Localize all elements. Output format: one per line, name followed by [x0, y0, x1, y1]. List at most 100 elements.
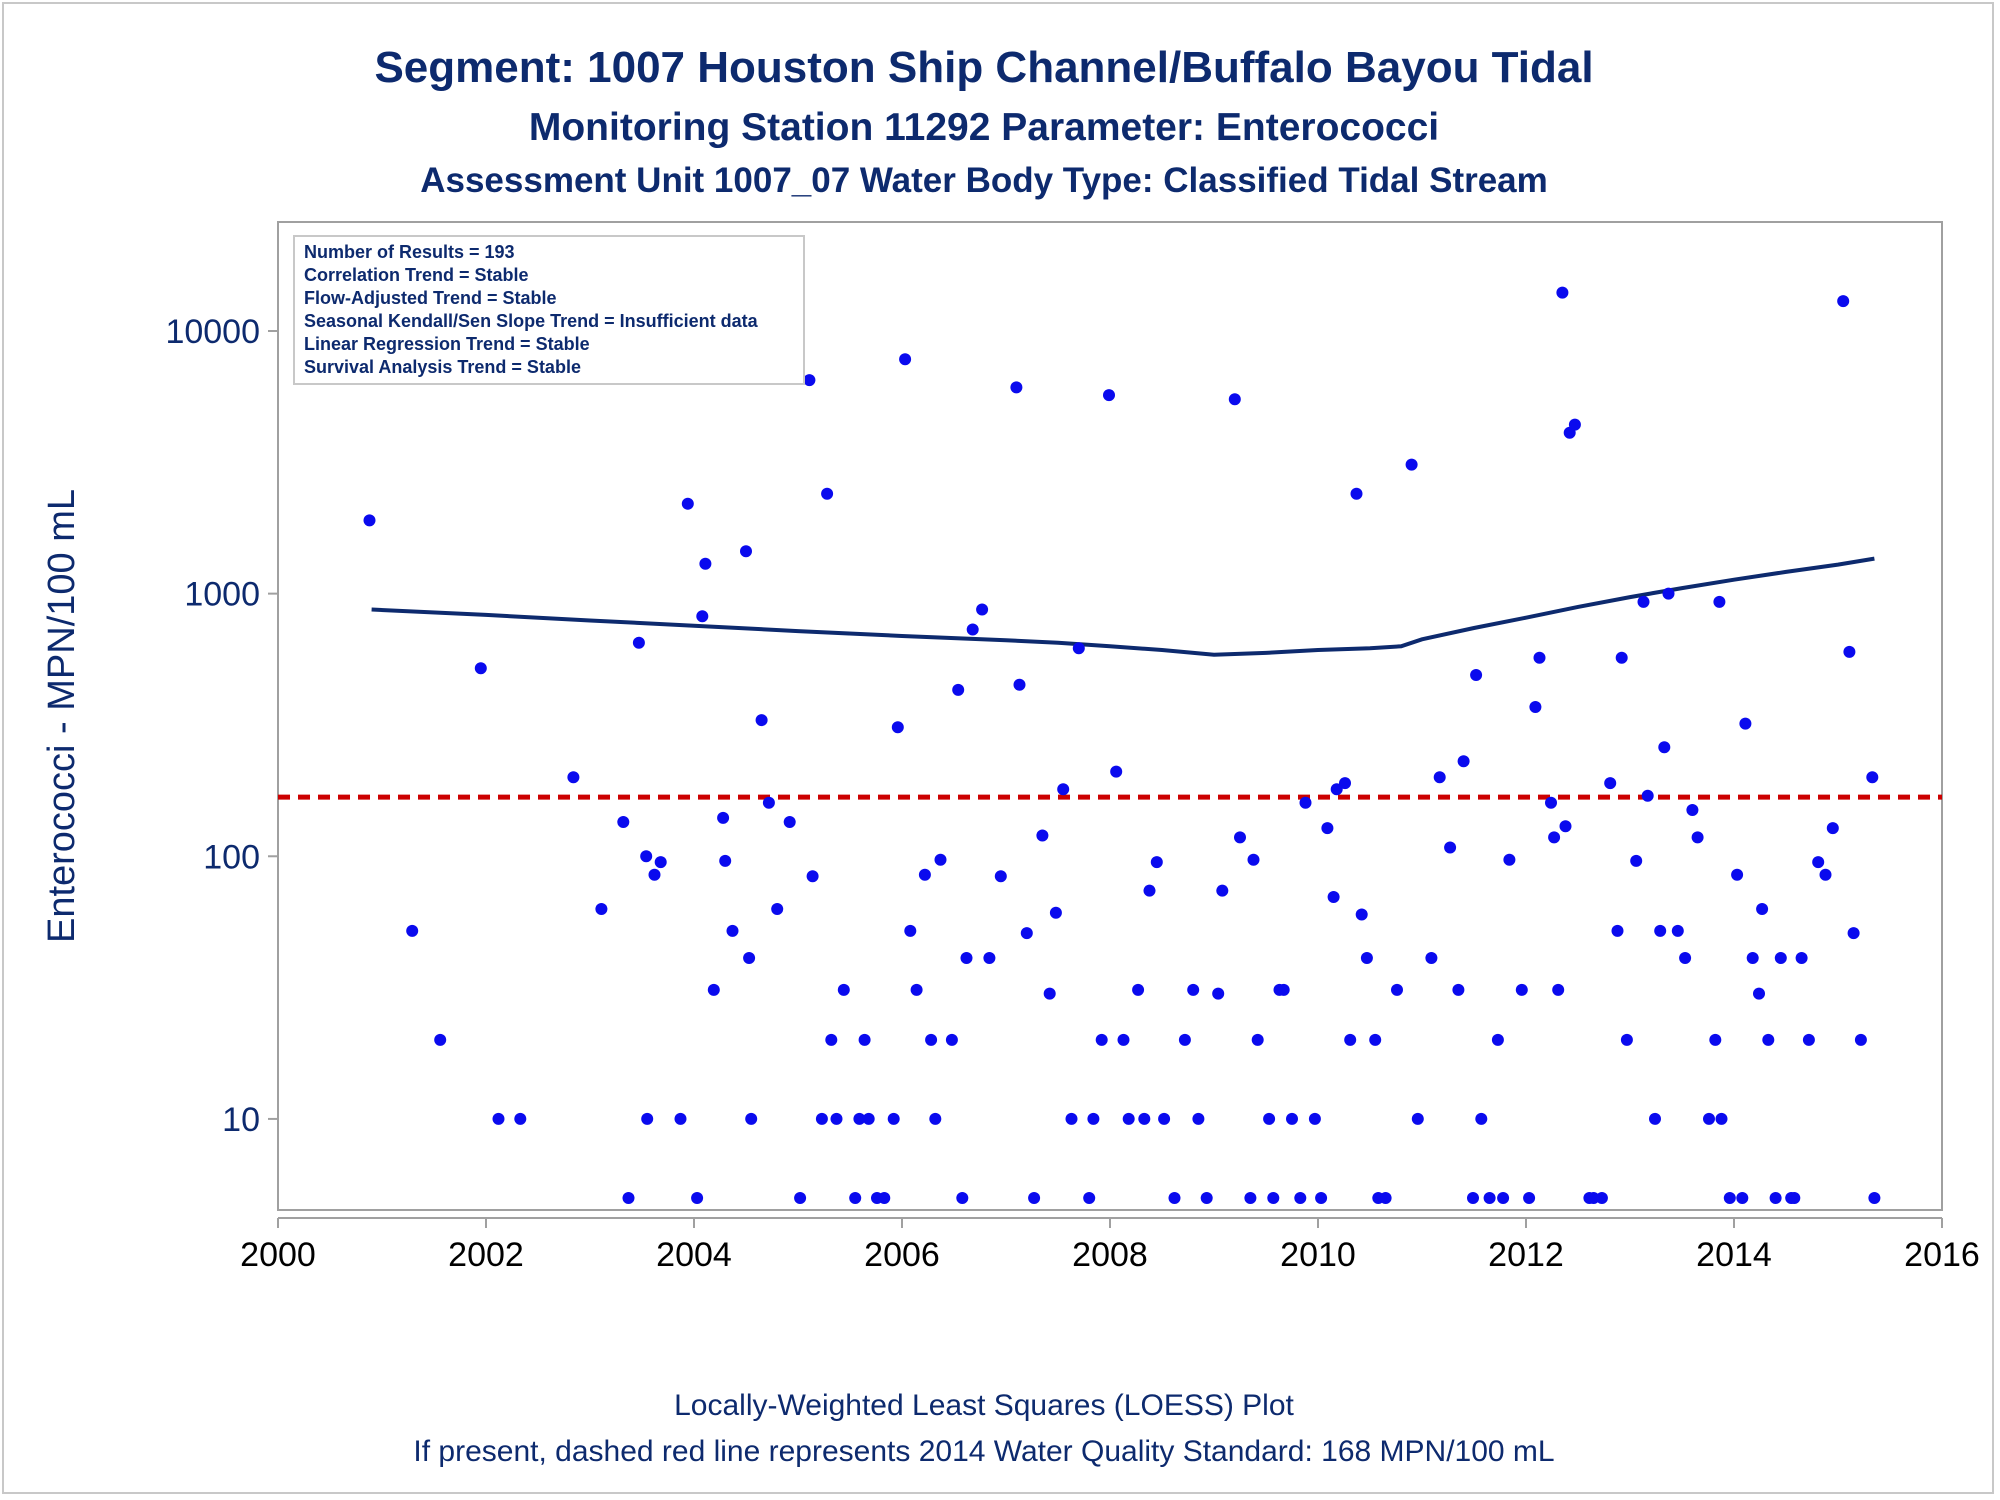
data-point [1470, 669, 1483, 681]
data-point [1491, 1033, 1504, 1046]
data-point [1391, 983, 1403, 996]
points-layer [363, 286, 1881, 1204]
data-point [1483, 1192, 1496, 1204]
data-point [934, 853, 947, 866]
data-point [743, 952, 756, 964]
data-point [994, 870, 1007, 883]
data-point [1143, 884, 1156, 897]
data-point [1847, 927, 1860, 940]
x-tick-label: 2000 [240, 1236, 316, 1274]
data-point [492, 1112, 505, 1125]
data-point [878, 1192, 891, 1204]
data-point [918, 868, 931, 881]
chart: Segment: 1007 Houston Ship Channel/Buffa… [41, 43, 1980, 1468]
data-point [1411, 1112, 1424, 1125]
data-point [803, 374, 816, 387]
chart-subtitle: Monitoring Station 11292 Parameter: Ente… [529, 106, 1439, 149]
data-point [1533, 651, 1546, 664]
data-point [821, 487, 834, 500]
chart-title: Segment: 1007 Houston Ship Channel/Buffa… [374, 43, 1593, 92]
data-point [1065, 1112, 1078, 1125]
data-point [1330, 783, 1343, 796]
data-point [1355, 908, 1368, 921]
data-point [617, 816, 630, 828]
data-point [1083, 1192, 1096, 1204]
data-point [1405, 458, 1418, 471]
data-point [1103, 389, 1115, 402]
data-point [1739, 717, 1752, 730]
data-point [474, 662, 487, 675]
data-point [1515, 983, 1528, 996]
data-point [1866, 771, 1879, 784]
data-point [904, 924, 917, 937]
x-axis: 2000 2002 2004 2006 2008 2010 2012 2014 2016 [240, 1217, 1980, 1274]
data-point [983, 952, 996, 964]
footnote-loess: Locally-Weighted Least Squares (LOESS) P… [674, 1389, 1294, 1422]
data-point [1774, 952, 1787, 964]
data-point [887, 1112, 900, 1125]
data-point [1630, 854, 1643, 867]
data-point [726, 924, 739, 937]
data-point [1057, 783, 1070, 796]
data-point [1049, 906, 1062, 919]
x-tick-label: 2016 [1904, 1236, 1980, 1274]
data-point [1658, 741, 1671, 754]
data-point [1117, 1033, 1130, 1046]
info-box: Number of Results = 193 Correlation Tren… [293, 235, 805, 385]
data-point [1649, 1112, 1661, 1125]
data-point [1212, 987, 1225, 1000]
data-point [1731, 868, 1744, 881]
data-point [1762, 1033, 1775, 1046]
data-point [1299, 796, 1312, 809]
data-point [1723, 1192, 1736, 1204]
data-point [1868, 1192, 1881, 1204]
x-tick-label: 2002 [448, 1236, 524, 1274]
data-point [1178, 1033, 1191, 1046]
data-point [406, 924, 419, 937]
data-point [1736, 1192, 1749, 1204]
data-point [434, 1033, 447, 1046]
data-point [640, 850, 653, 863]
data-point [1503, 853, 1516, 866]
data-point [1028, 1192, 1041, 1204]
info-line-survival: Survival Analysis Trend = Stable [304, 357, 581, 377]
data-point [648, 868, 661, 881]
data-point [966, 623, 979, 636]
data-point [1277, 983, 1290, 996]
data-point [783, 816, 796, 828]
info-line-linear-regression: Linear Regression Trend = Stable [304, 334, 590, 354]
x-tick-label: 2006 [864, 1236, 940, 1274]
data-point [1244, 1192, 1257, 1204]
data-point [1043, 987, 1056, 1000]
data-point [1251, 1033, 1264, 1046]
data-point [1703, 1112, 1715, 1125]
data-point [1095, 1033, 1108, 1046]
data-point [1286, 1112, 1298, 1125]
data-point [1746, 952, 1759, 964]
data-point [1826, 822, 1839, 835]
data-point [929, 1112, 942, 1125]
data-point [910, 983, 923, 996]
data-point [1187, 983, 1200, 996]
y-tick-label: 1000 [184, 576, 260, 614]
data-point [1497, 1192, 1510, 1204]
data-point [1267, 1192, 1280, 1204]
data-point [1812, 856, 1825, 869]
data-point [363, 514, 376, 527]
data-point [1709, 1033, 1722, 1046]
data-point [1360, 952, 1373, 964]
data-point [806, 870, 819, 883]
data-point [654, 856, 667, 869]
data-point [719, 854, 732, 867]
data-point [1686, 804, 1699, 816]
data-point [696, 610, 709, 623]
data-point [976, 603, 989, 616]
data-point [1339, 777, 1351, 790]
data-point [1433, 771, 1446, 784]
loess-trend-line [371, 556, 1875, 657]
data-point [1556, 286, 1569, 299]
data-point [1637, 595, 1650, 608]
data-point [681, 497, 694, 510]
data-point [1795, 952, 1808, 964]
data-point [1452, 983, 1465, 996]
